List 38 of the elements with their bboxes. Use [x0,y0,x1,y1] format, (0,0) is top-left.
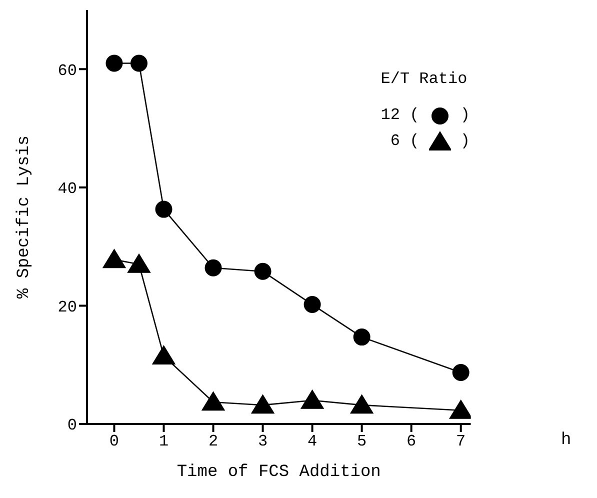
annotation: ( [410,106,420,124]
point [102,249,126,268]
x-tick-label: 3 [258,432,268,450]
text: h [561,431,572,450]
x-tick-label: 1 [158,432,169,450]
point [152,345,176,364]
point [127,254,150,273]
annotation: ) [460,132,470,150]
y-tick-label: 20 [58,298,77,316]
point [353,328,370,346]
y-tick-label: 40 [58,180,77,198]
point [254,262,272,280]
legend-title: E/T Ratio [380,70,468,88]
annotation: ) [460,106,470,124]
point [202,392,225,411]
y-axis-title: % Specific Lysis [15,135,34,299]
point [155,200,172,218]
x-tick-label: 2 [208,432,218,450]
y-tick-label: 0 [67,416,77,435]
x-tick-label: 5 [357,432,367,450]
legend-label: 12 [380,106,400,124]
point [300,390,324,409]
point [130,54,148,72]
point [251,394,274,414]
x-tick-label: 7 [456,432,466,450]
legend-label: 6 [390,132,400,150]
x-tick-label: 6 [406,432,416,450]
y-tick-label: 60 [58,62,77,80]
point [304,296,321,314]
point [452,364,470,382]
x-tick-label: 4 [307,432,318,450]
point [449,400,471,419]
point [204,259,222,276]
point [350,394,374,414]
annotation: ( [410,132,420,150]
x-tick-label: 0 [109,432,120,450]
point [106,54,123,72]
x-axis-title: Time of FCS Addition [176,463,381,482]
